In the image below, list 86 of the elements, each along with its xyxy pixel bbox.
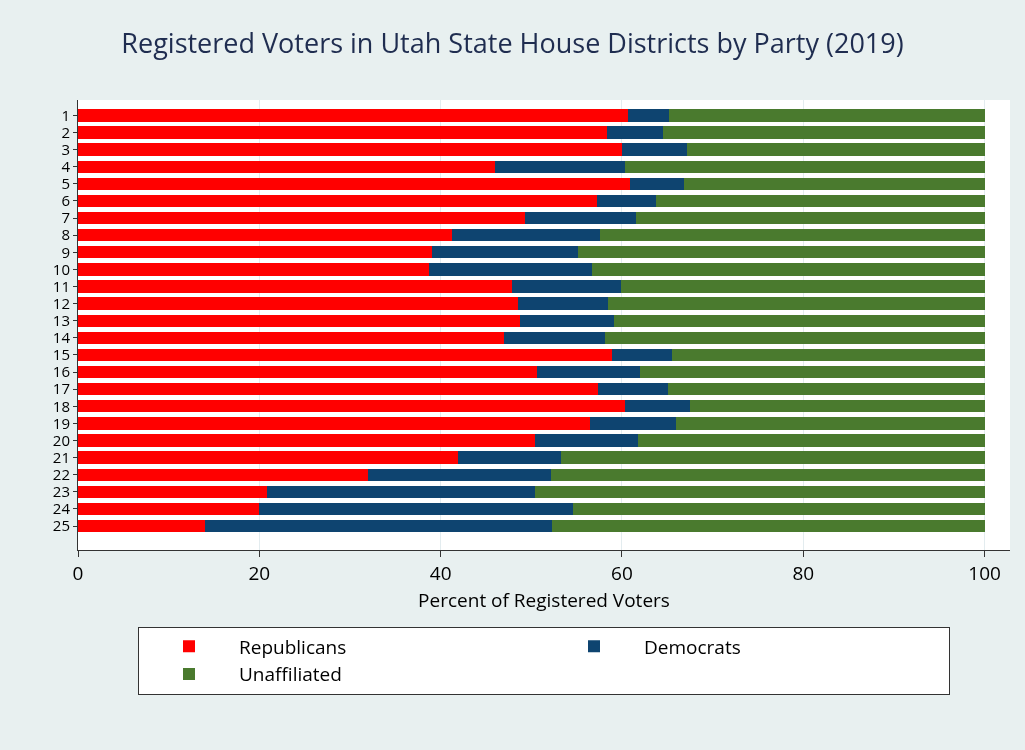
bar (689, 400, 985, 413)
bar (534, 485, 985, 498)
bar (536, 365, 641, 379)
bar (78, 468, 369, 481)
x-axis-title: Percent of Registered Voters (418, 586, 670, 613)
bar (78, 417, 591, 430)
bar (630, 177, 684, 190)
bar (671, 348, 985, 362)
bar (451, 229, 601, 242)
bar (590, 417, 677, 430)
bar (624, 160, 985, 173)
bar (606, 126, 663, 139)
bar (78, 383, 599, 396)
bar (78, 348, 612, 362)
bar (638, 434, 985, 447)
x-tick-label: 60 (611, 559, 633, 586)
bar (662, 126, 985, 139)
legend-label: Democrats (644, 633, 741, 660)
bar (596, 194, 657, 208)
bar (668, 383, 985, 396)
bar (592, 263, 985, 276)
bar (78, 246, 433, 259)
bar (78, 177, 631, 190)
bar (520, 314, 614, 327)
x-tick-label: 80 (792, 559, 815, 586)
bar (683, 177, 985, 190)
bar (635, 211, 985, 225)
bar (687, 143, 985, 156)
bar (512, 280, 622, 293)
bar (78, 314, 521, 327)
bar (78, 280, 513, 293)
bar (551, 468, 985, 481)
bar (624, 400, 690, 413)
bar (517, 297, 609, 310)
bar (669, 109, 985, 122)
bar (613, 314, 985, 327)
bar (578, 246, 985, 259)
x-tick-label: 40 (429, 559, 452, 586)
bar (78, 109, 629, 122)
bar (676, 417, 985, 430)
bar (524, 211, 636, 225)
bar (204, 519, 553, 533)
bar (457, 451, 562, 464)
bar (259, 502, 574, 516)
bar (78, 400, 625, 413)
x-tick-label: 20 (248, 559, 271, 586)
bar (78, 211, 525, 225)
bar (612, 348, 672, 362)
bar (600, 229, 985, 242)
bar (621, 143, 688, 156)
bar (428, 263, 593, 276)
bar (656, 194, 985, 208)
bar (552, 519, 985, 533)
legend-label: Republicans (239, 633, 347, 660)
bar (621, 280, 985, 293)
bar (608, 297, 985, 310)
bar (78, 331, 505, 344)
bar (504, 331, 605, 344)
bar (368, 468, 552, 481)
x-tick-label: 0 (72, 559, 84, 586)
legend-label: Unaffiliated (239, 661, 342, 688)
bar (78, 485, 267, 498)
x-tick-label: 100 (968, 559, 1001, 586)
bar (78, 229, 452, 242)
bar (78, 434, 535, 447)
bar (432, 246, 579, 259)
bar (78, 297, 518, 310)
bar (78, 502, 260, 516)
bar (78, 365, 537, 379)
bar (266, 485, 535, 498)
bar (598, 383, 669, 396)
chart-title: Registered Voters in Utah State House Districts by Party (2019) (121, 23, 904, 61)
bar (78, 194, 597, 208)
bar (495, 160, 625, 173)
bar (561, 451, 985, 464)
bar (78, 143, 622, 156)
bar (534, 434, 639, 447)
bar (78, 160, 496, 173)
bar (78, 263, 429, 276)
bar (78, 126, 607, 139)
bar (573, 502, 985, 516)
bar (78, 519, 205, 533)
bar (640, 365, 985, 379)
bar (78, 451, 458, 464)
bar (628, 109, 670, 122)
bar (604, 331, 985, 344)
